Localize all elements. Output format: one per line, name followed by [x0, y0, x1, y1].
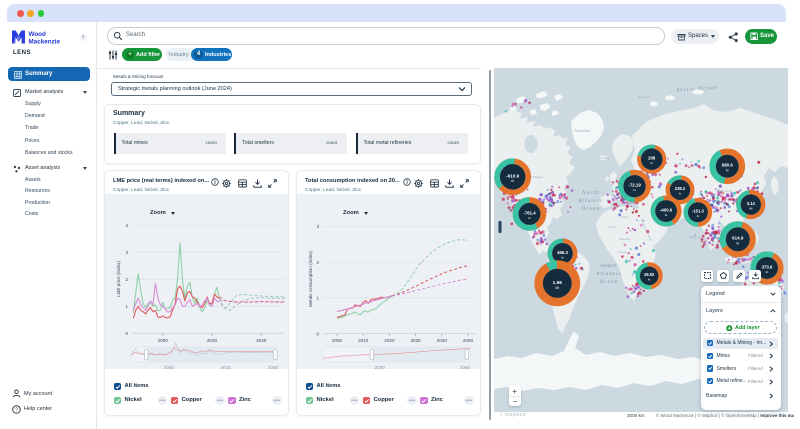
svg-text:2: 2	[125, 277, 128, 282]
svg-text:Ethiopia: Ethiopia	[620, 237, 631, 241]
svg-text:kt: kt	[528, 216, 531, 220]
svg-text:LME price (index): LME price (index)	[116, 261, 121, 297]
svg-text:Maldives: Maldives	[689, 235, 701, 239]
svg-text:Angola: Angola	[602, 263, 612, 267]
svg-text:614.9: 614.9	[732, 236, 744, 241]
svg-text:Arctic Ocean: Arctic Ocean	[675, 85, 718, 94]
svg-text:kt: kt	[648, 278, 651, 282]
svg-text:2000: 2000	[164, 365, 175, 370]
svg-text:373.6: 373.6	[762, 264, 773, 269]
svg-text:kt: kt	[697, 214, 700, 218]
svg-text:-400.6: -400.6	[660, 207, 673, 212]
svg-text:2040: 2040	[437, 338, 448, 343]
svg-text:Kenya: Kenya	[618, 250, 627, 254]
svg-text:2: 2	[316, 260, 319, 265]
svg-text:1.96: 1.96	[553, 280, 563, 286]
svg-text:kt: kt	[561, 255, 564, 259]
svg-text:Mt: Mt	[555, 286, 559, 290]
svg-text:kt: kt	[650, 161, 653, 165]
svg-text:kt: kt	[633, 188, 636, 192]
svg-text:26.92: 26.92	[644, 272, 655, 277]
svg-text:0: 0	[316, 331, 319, 336]
svg-text:208: 208	[648, 156, 656, 161]
svg-text:Svalbard: Svalbard	[638, 95, 650, 99]
svg-text:Ocean: Ocean	[599, 280, 618, 285]
svg-text:3.14: 3.14	[747, 201, 756, 206]
svg-text:Chad: Chad	[608, 225, 616, 229]
svg-text:kt: kt	[726, 168, 729, 172]
svg-text:kt: kt	[679, 192, 682, 196]
svg-text:Metals consumption (index): Metals consumption (index)	[308, 250, 313, 307]
svg-text:Mongolia: Mongolia	[720, 189, 733, 193]
svg-text:1: 1	[125, 304, 128, 309]
svg-text:0: 0	[125, 331, 128, 336]
svg-text:3: 3	[316, 224, 319, 229]
svg-text:680.6: 680.6	[722, 163, 734, 168]
svg-text:North: North	[581, 191, 600, 196]
svg-text:Greenland: Greenland	[574, 129, 590, 133]
svg-text:South: South	[600, 264, 617, 269]
svg-text:Atlantic: Atlantic	[577, 199, 603, 204]
svg-text:2050: 2050	[460, 365, 471, 370]
svg-text:2020: 2020	[384, 338, 395, 343]
svg-text:-761.4: -761.4	[523, 210, 536, 215]
svg-text:2020: 2020	[207, 338, 218, 343]
svg-text:2040: 2040	[256, 338, 267, 343]
svg-text:?: ?	[15, 407, 18, 413]
svg-text:2000: 2000	[332, 338, 343, 343]
svg-text:2015: 2015	[221, 365, 232, 370]
svg-text:kt: kt	[766, 270, 769, 274]
svg-text:2010: 2010	[358, 338, 369, 343]
svg-text:1: 1	[316, 296, 319, 301]
svg-text:Mackenzie: Mackenzie	[29, 38, 61, 45]
svg-text:2000: 2000	[158, 338, 169, 343]
svg-text:-610.9: -610.9	[506, 173, 519, 178]
svg-text:2030: 2030	[410, 338, 421, 343]
svg-text:-72.19: -72.19	[628, 183, 641, 188]
svg-text:2000: 2000	[375, 365, 386, 370]
svg-text:Libya: Libya	[620, 215, 628, 219]
svg-text:Iceland: Iceland	[599, 156, 609, 160]
svg-text:kt: kt	[737, 241, 740, 245]
svg-text:Wood: Wood	[29, 31, 47, 38]
svg-text:Atlantic: Atlantic	[595, 272, 621, 277]
svg-text:kt: kt	[511, 179, 514, 183]
svg-text:3: 3	[125, 250, 128, 255]
svg-text:Mt: Mt	[749, 207, 752, 211]
svg-text:United States: United States	[525, 175, 544, 179]
svg-text:kt: kt	[665, 213, 668, 217]
svg-text:Ocean: Ocean	[581, 207, 600, 212]
svg-text:-151.3: -151.3	[692, 209, 705, 214]
svg-text:2050: 2050	[463, 338, 474, 343]
svg-text:2050: 2050	[268, 365, 279, 370]
svg-text:4: 4	[125, 223, 128, 228]
svg-text:238.2: 238.2	[675, 186, 686, 191]
svg-text:466.3: 466.3	[557, 250, 568, 255]
